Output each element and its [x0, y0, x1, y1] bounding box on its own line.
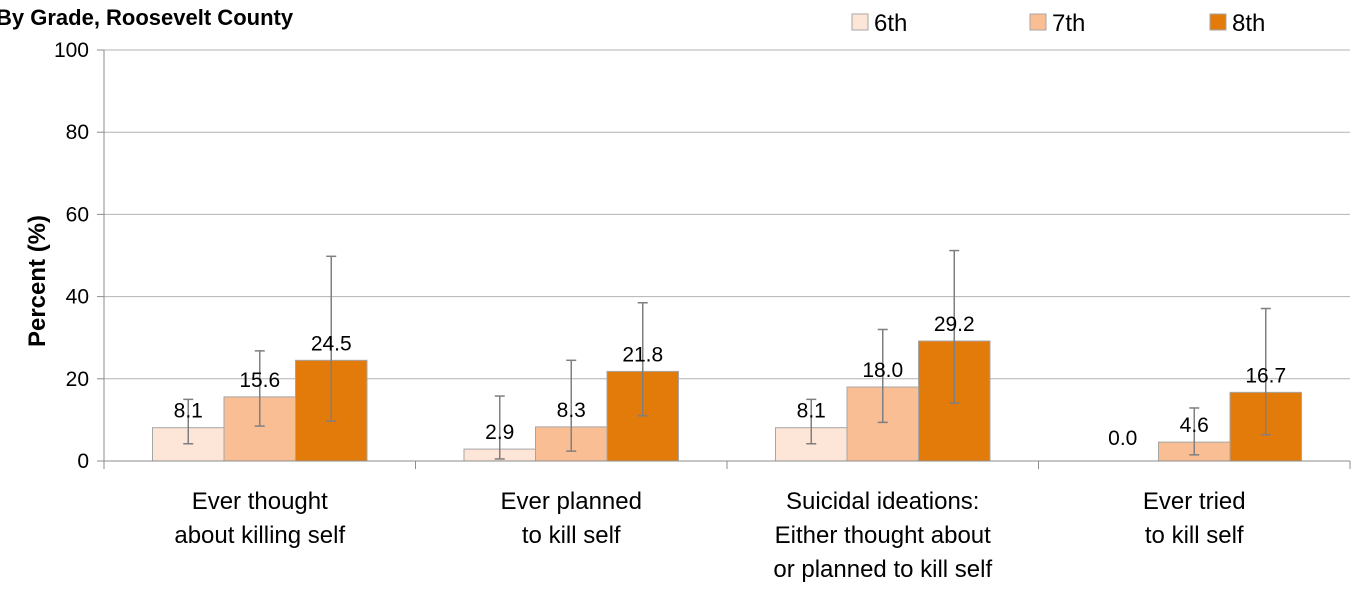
legend-label: 8th	[1232, 10, 1265, 37]
data-label: 29.2	[934, 313, 975, 336]
category-label: Suicidal ideations:	[786, 488, 979, 515]
y-tick-label: 60	[66, 203, 89, 226]
y-tick-label: 20	[66, 368, 89, 391]
legend: 6th 7th 8th	[851, 10, 1265, 37]
category-label: Ever planned	[501, 488, 642, 515]
data-label: 8.1	[174, 400, 203, 423]
data-label: 24.5	[311, 332, 352, 355]
data-label: 2.9	[485, 421, 514, 444]
data-label: 0.0	[1108, 427, 1137, 450]
data-label: 21.8	[622, 343, 663, 366]
gridlines	[104, 49, 1350, 380]
data-label: 8.3	[557, 399, 586, 422]
category-label: or planned to kill self	[773, 556, 992, 583]
legend-label: 7th	[1052, 10, 1085, 37]
category-label: to kill self	[522, 522, 621, 549]
data-label: 15.6	[239, 369, 280, 392]
y-tick-label: 0	[77, 450, 89, 473]
data-label: 16.7	[1245, 364, 1286, 387]
category-labels: Ever thought about killing self Ever plann…	[174, 488, 1245, 583]
legend-label: 6th	[874, 10, 907, 37]
category-label: to kill self	[1145, 522, 1244, 549]
x-axis	[103, 460, 1351, 469]
data-label: 18.0	[862, 359, 903, 382]
y-axis-ticks: 0 20 40 60 80 100	[54, 39, 105, 473]
error-bars	[183, 249, 1271, 460]
legend-swatch-7th	[1029, 13, 1047, 31]
category-label: Either thought about	[775, 522, 991, 549]
data-label: 8.1	[797, 400, 826, 423]
legend-swatch-8th	[1209, 13, 1227, 31]
y-tick-label: 80	[66, 121, 89, 144]
category-label: Ever thought	[192, 488, 328, 515]
y-tick-label: 100	[54, 39, 89, 62]
chart-title: By Grade, Roosevelt County	[0, 5, 294, 30]
y-axis-label: Percent (%)	[24, 215, 51, 347]
data-label: 4.6	[1180, 414, 1209, 437]
legend-swatch-6th	[851, 13, 869, 31]
category-label: about killing self	[174, 522, 345, 549]
y-tick-label: 40	[66, 286, 89, 309]
data-labels: 8.1 15.6 24.5 2.9 8.3 21.8 8.1 18.0 29.2 0.0 4.6 16…	[174, 313, 1287, 450]
category-label: Ever tried	[1143, 488, 1246, 515]
